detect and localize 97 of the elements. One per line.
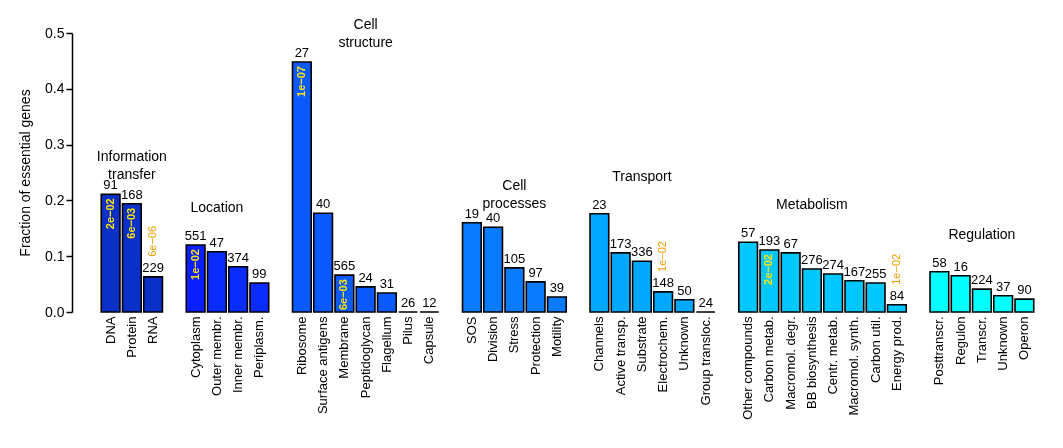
annotation: 148 xyxy=(652,274,674,290)
y-tick-label: 0.3 xyxy=(45,136,65,153)
x-tick-label: Regulon xyxy=(952,316,968,365)
y-axis-title: Fraction of essential genes xyxy=(17,89,34,257)
annotation: 27 xyxy=(294,45,310,61)
x-tick-label: Transcr. xyxy=(973,316,989,363)
annotation: 336 xyxy=(631,244,653,260)
x-tick-label: Peptidoglycan xyxy=(357,316,373,399)
x-tick-label: Energy prod. xyxy=(888,316,904,391)
x-tick-label: Operon xyxy=(1016,316,1032,360)
annotation: Regulation xyxy=(948,225,1016,242)
annotation: 167 xyxy=(843,263,866,279)
annotation: 2e−02 xyxy=(103,198,116,230)
x-tick-label: Active transp. xyxy=(612,316,628,396)
annotation: 1e−02 xyxy=(889,253,902,285)
annotation: 193 xyxy=(758,233,781,249)
y-tick-label: 0.1 xyxy=(45,247,65,264)
x-tick-label: Carbon util. xyxy=(867,316,883,383)
x-tick-label: DNA xyxy=(102,316,118,344)
annotation: 67 xyxy=(783,235,798,251)
x-tick-label: Substrate xyxy=(633,316,649,373)
annotation: 374 xyxy=(227,249,249,265)
annotation: 39 xyxy=(549,279,565,295)
annotation: 24 xyxy=(358,269,373,285)
x-tick-label: Division xyxy=(485,316,501,363)
annotation: 2e−02 xyxy=(762,254,775,285)
annotation: 224 xyxy=(971,272,993,288)
annotation: Location xyxy=(190,199,244,216)
annotation: 173 xyxy=(609,235,632,251)
annotation: 255 xyxy=(864,265,887,281)
annotation: 565 xyxy=(333,258,356,274)
annotation: 1e−02 xyxy=(188,249,201,280)
annotation: Cell processes xyxy=(482,176,547,211)
annotation: Cell structure xyxy=(338,16,394,51)
annotation: 24 xyxy=(698,295,713,310)
annotation: 19 xyxy=(464,205,480,221)
x-tick-label: Periplasm. xyxy=(251,316,267,378)
y-tick-label: 0.5 xyxy=(45,24,65,41)
y-tick-label: 0.4 xyxy=(45,80,65,97)
x-tick-label: Macromol. synth. xyxy=(846,316,862,416)
x-tick-label: SOS xyxy=(463,316,479,344)
x-tick-label: Ribosome xyxy=(293,316,309,376)
x-tick-label: Motility xyxy=(548,316,564,357)
x-tick-label: Unknown xyxy=(995,316,1011,371)
x-tick-label: Flagellum xyxy=(378,316,394,373)
annotation: 16 xyxy=(953,258,968,274)
x-tick-label: Protection xyxy=(527,316,543,376)
annotation: Transport xyxy=(612,167,672,184)
x-tick-label: Stress xyxy=(506,316,522,354)
x-tick-label: BB biosynthesis xyxy=(803,316,819,409)
y-tick-label: 0.0 xyxy=(45,303,65,320)
annotation: 12 xyxy=(422,295,437,310)
x-tick-label: Other compounds xyxy=(740,316,756,420)
annotation: 274 xyxy=(822,257,844,273)
annotation: 6e−03 xyxy=(124,207,137,239)
x-tick-label: Centr. metab. xyxy=(825,316,841,395)
x-tick-label: Capsule xyxy=(421,316,437,365)
x-tick-label: Membrane xyxy=(336,316,352,379)
annotation: 97 xyxy=(528,264,543,280)
x-tick-label: Outer membr. xyxy=(208,316,224,396)
x-tick-label: Macromol. degr. xyxy=(782,316,798,410)
x-tick-label: Group transloc. xyxy=(697,316,713,406)
x-tick-label: Electrochem. xyxy=(655,316,671,393)
y-tick-label: 0.2 xyxy=(45,191,65,208)
annotation: 57 xyxy=(740,225,756,241)
x-tick-label: Protein xyxy=(123,316,139,358)
annotation: 6e−03 xyxy=(337,279,350,311)
annotation: 40 xyxy=(315,196,331,212)
x-tick-label: Unknown xyxy=(676,316,692,371)
x-tick-label: Posttranscr. xyxy=(931,316,947,386)
annotation: 23 xyxy=(592,196,607,212)
annotation: 551 xyxy=(184,228,207,244)
annotation: 31 xyxy=(379,276,395,292)
annotation: 229 xyxy=(142,259,164,275)
x-tick-label: Inner membr. xyxy=(230,316,246,394)
annotation: 37 xyxy=(995,278,1011,294)
annotation: 84 xyxy=(889,287,905,303)
annotation: 99 xyxy=(252,265,267,281)
x-tick-label: Surface antigens xyxy=(315,316,331,415)
x-tick-label: Cytoplasm xyxy=(187,316,203,378)
x-tick-label: Pilus xyxy=(400,316,416,345)
annotation: 6e−06 xyxy=(146,225,159,257)
annotation: 168 xyxy=(121,186,143,202)
x-tick-label: RNA xyxy=(145,316,161,344)
x-tick-label: Channels xyxy=(591,316,607,372)
annotation: Metabolism xyxy=(776,196,848,213)
annotation: 1e−07 xyxy=(294,66,307,97)
annotation: 40 xyxy=(485,210,501,226)
annotation: 50 xyxy=(677,282,692,298)
annotation: 276 xyxy=(801,252,823,268)
annotation: 58 xyxy=(932,254,947,270)
annotation: 105 xyxy=(503,250,526,266)
x-tick-label: Carbon metab. xyxy=(761,316,777,403)
annotation: 90 xyxy=(1017,282,1032,298)
annotation: 1e−02 xyxy=(656,241,669,272)
annotation: 26 xyxy=(400,295,416,310)
annotation: 47 xyxy=(209,234,225,250)
